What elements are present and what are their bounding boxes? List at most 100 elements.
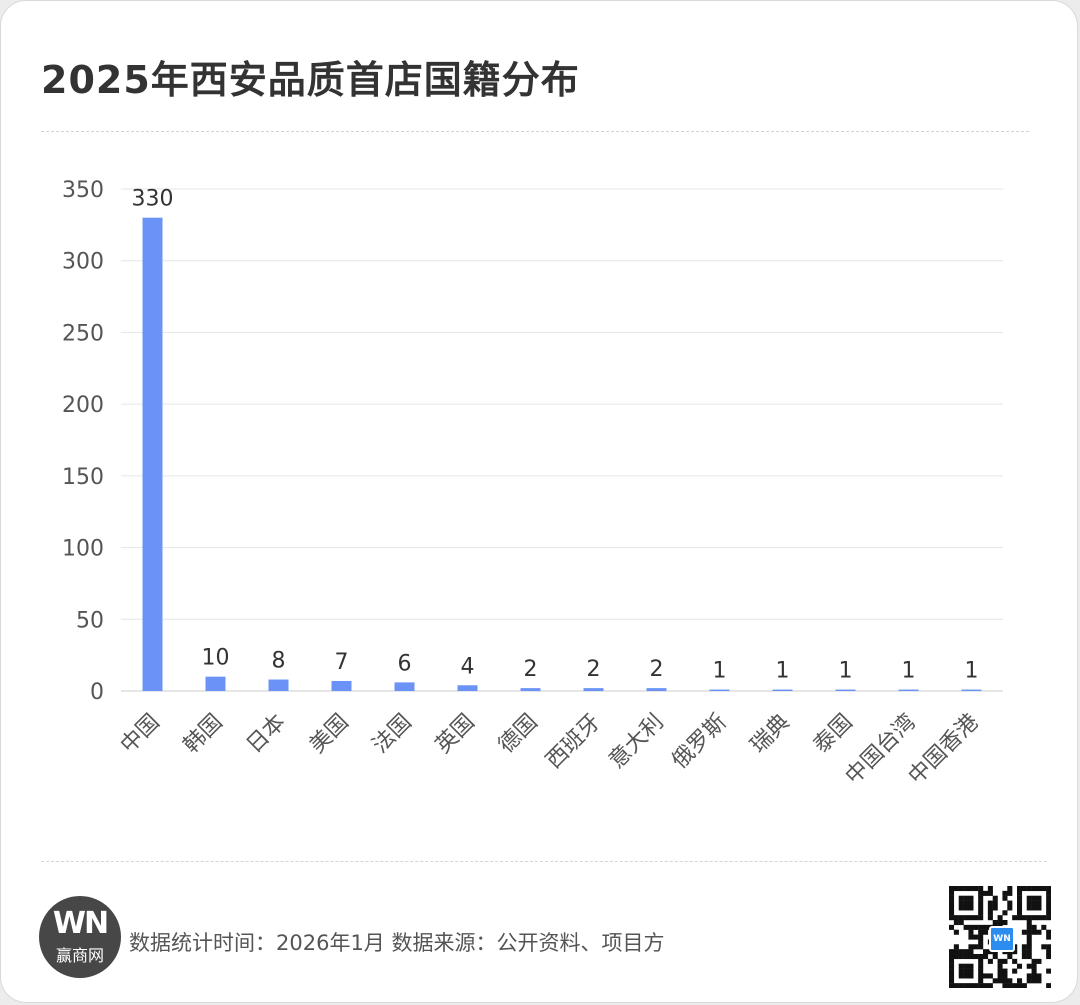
qr-module bbox=[983, 924, 989, 930]
chart-title: 2025年西安品质首店国籍分布 bbox=[41, 58, 580, 102]
qr-module bbox=[983, 890, 989, 896]
data-label: 1 bbox=[776, 659, 790, 684]
qr-module bbox=[997, 973, 1003, 979]
qr-module bbox=[949, 983, 955, 989]
qr-module bbox=[983, 983, 989, 989]
qr-module bbox=[1046, 934, 1052, 940]
qr-module bbox=[978, 983, 984, 989]
qr-module bbox=[978, 924, 984, 930]
qr-module bbox=[1026, 978, 1032, 984]
qr-module bbox=[992, 978, 998, 984]
qr-module bbox=[1021, 886, 1027, 892]
qr-module bbox=[987, 910, 993, 916]
qr-module bbox=[997, 978, 1003, 984]
qr-module bbox=[949, 978, 955, 984]
qr-module bbox=[992, 900, 998, 906]
qr-module bbox=[1002, 973, 1008, 979]
qr-module bbox=[1031, 978, 1037, 984]
qr-module bbox=[1036, 929, 1042, 935]
data-label: 2 bbox=[524, 657, 538, 682]
qr-module bbox=[949, 924, 955, 930]
x-tick-label: 瑞典 bbox=[746, 710, 795, 759]
qr-module bbox=[1026, 895, 1032, 901]
qr-module bbox=[978, 954, 984, 960]
qr-module bbox=[973, 924, 979, 930]
qr-module bbox=[1036, 886, 1042, 892]
bar bbox=[205, 676, 226, 691]
qr-module bbox=[1017, 900, 1023, 906]
qr-module bbox=[1036, 973, 1042, 979]
bar bbox=[457, 685, 478, 691]
qr-module bbox=[1046, 929, 1052, 935]
qr-module bbox=[1017, 910, 1023, 916]
qr-module bbox=[968, 963, 974, 969]
qr-module bbox=[1017, 890, 1023, 896]
qr-module bbox=[973, 886, 979, 892]
data-label: 8 bbox=[272, 649, 286, 674]
qr-module bbox=[1031, 900, 1037, 906]
y-tick-label: 300 bbox=[62, 250, 104, 275]
qr-module bbox=[1012, 915, 1018, 921]
qr-module bbox=[1017, 963, 1023, 969]
qr-module bbox=[949, 895, 955, 901]
qr-module bbox=[1002, 958, 1008, 964]
qr-module bbox=[963, 895, 969, 901]
bar bbox=[835, 689, 856, 691]
bar bbox=[646, 688, 667, 691]
qr-module bbox=[953, 886, 959, 892]
qr-module bbox=[1026, 886, 1032, 892]
bar bbox=[142, 217, 163, 691]
qr-module bbox=[992, 905, 998, 911]
qr-module bbox=[983, 929, 989, 935]
data-labels: 330 10 8 7 6 4 2 2 2 1 1 1 1 1 bbox=[132, 187, 979, 684]
qr-module bbox=[978, 905, 984, 911]
qr-module bbox=[949, 905, 955, 911]
qr-module bbox=[1017, 886, 1023, 892]
qr-module bbox=[968, 924, 974, 930]
qr-module bbox=[978, 968, 984, 974]
data-label: 2 bbox=[650, 657, 664, 682]
qr-module bbox=[973, 934, 979, 940]
qr-module bbox=[963, 915, 969, 921]
data-label: 10 bbox=[202, 646, 230, 671]
top-divider bbox=[41, 131, 1029, 132]
x-tick-label: 俄罗斯 bbox=[667, 710, 731, 774]
qr-module bbox=[958, 949, 964, 955]
qr-module bbox=[1026, 954, 1032, 960]
data-label: 7 bbox=[335, 650, 349, 675]
qr-module bbox=[992, 954, 998, 960]
qr-module bbox=[978, 929, 984, 935]
bars bbox=[142, 217, 982, 691]
qr-module bbox=[1002, 890, 1008, 896]
y-tick-label: 150 bbox=[62, 465, 104, 490]
qr-module bbox=[1002, 920, 1008, 926]
qr-module bbox=[1007, 983, 1013, 989]
qr-module bbox=[1031, 924, 1037, 930]
qr-module bbox=[1041, 924, 1047, 930]
data-label: 1 bbox=[965, 659, 979, 684]
data-label: 1 bbox=[902, 659, 916, 684]
qr-module bbox=[978, 915, 984, 921]
qr-module bbox=[1026, 944, 1032, 950]
qr-module bbox=[953, 920, 959, 926]
qr-module bbox=[973, 983, 979, 989]
x-tick-label: 意大利 bbox=[604, 710, 668, 774]
qr-module bbox=[1031, 905, 1037, 911]
qr-module bbox=[1002, 910, 1008, 916]
qr-module bbox=[987, 958, 993, 964]
qr-module bbox=[963, 968, 969, 974]
qr-module bbox=[1026, 939, 1032, 945]
qr-module bbox=[1036, 900, 1042, 906]
qr-module bbox=[1046, 895, 1052, 901]
x-tick-label: 韩国 bbox=[179, 710, 228, 759]
bar bbox=[709, 689, 730, 691]
qr-module bbox=[1012, 983, 1018, 989]
qr-module bbox=[973, 915, 979, 921]
qr-module bbox=[1026, 949, 1032, 955]
x-tick-label: 中国 bbox=[116, 710, 165, 759]
data-label: 4 bbox=[461, 654, 475, 679]
x-tick-label: 西班牙 bbox=[541, 710, 605, 774]
qr-module bbox=[1012, 949, 1018, 955]
qr-module bbox=[953, 954, 959, 960]
qr-module bbox=[978, 890, 984, 896]
